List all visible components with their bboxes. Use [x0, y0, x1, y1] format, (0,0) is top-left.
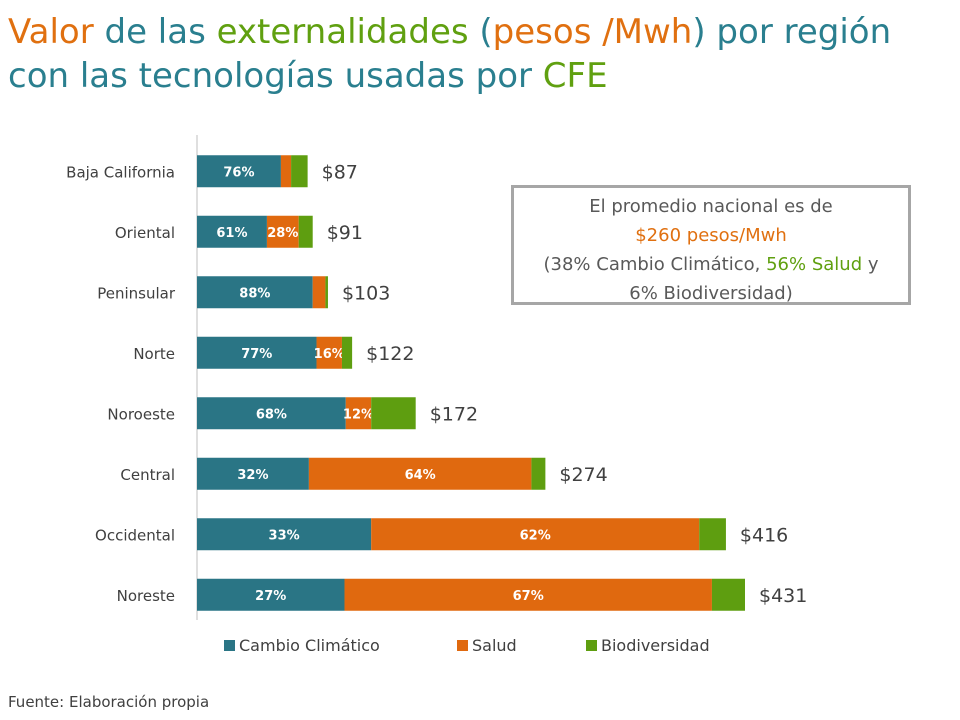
title-part: pesos /Mwh — [492, 12, 693, 52]
bar-total-label: $103 — [342, 282, 390, 304]
legend-item-bio: Biodiversidad — [586, 636, 710, 655]
chart-title: Valor de las externalidades (pesos /Mwh)… — [8, 10, 948, 98]
bar-segment — [298, 215, 313, 248]
title-part: ( — [468, 12, 493, 52]
note-line-3a: (38% Cambio Climático, — [543, 254, 767, 275]
bar-segment — [345, 397, 372, 430]
legend-label-salud: Salud — [472, 636, 517, 655]
bar-data-label: 76% — [223, 165, 254, 180]
category-label: Central — [120, 466, 175, 484]
bar-segment — [197, 336, 317, 369]
bar-segment — [316, 336, 342, 369]
note-line-4: 6% Biodiversidad) — [629, 283, 793, 304]
bar-total-label: $416 — [740, 524, 788, 546]
bar-total-label: $87 — [322, 161, 358, 183]
bar-data-label: 77% — [241, 347, 272, 362]
legend-swatch-salud — [457, 640, 468, 651]
bar-data-label: 27% — [255, 589, 286, 604]
bar-data-label: 28% — [267, 226, 298, 241]
bar-segment — [197, 155, 281, 188]
bar-segment — [197, 518, 372, 551]
bar-segment — [291, 155, 308, 188]
note-line-3c: y — [862, 254, 879, 275]
legend-label-cambio: Cambio Climático — [239, 636, 380, 655]
bar-data-label: 64% — [405, 468, 436, 483]
legend-swatch-cambio — [224, 640, 235, 651]
category-label: Noreste — [117, 587, 175, 605]
bar-segment — [312, 276, 326, 309]
note-line-3b: 56% Salud — [766, 254, 863, 275]
bar-total-label: $274 — [559, 464, 607, 486]
legend-swatch-bio — [586, 640, 597, 651]
bar-total-label: $431 — [759, 585, 807, 607]
bar-total-label: $91 — [327, 222, 363, 244]
title-part: externalidades — [216, 12, 469, 52]
category-label: Occidental — [95, 526, 175, 544]
bar-segment — [266, 215, 299, 248]
bar-segment — [197, 397, 346, 430]
bar-data-label: 16% — [314, 347, 345, 362]
bar-data-label: 88% — [239, 286, 270, 301]
note-line-3: (38% Cambio Climático, 56% Salud y — [514, 250, 908, 279]
bar-total-label: $122 — [366, 343, 414, 365]
national-average-note: El promedio nacional es de $260 pesos/Mw… — [511, 185, 911, 305]
bar-segment — [308, 457, 532, 490]
title-part: de las — [93, 12, 217, 52]
bar-segment — [341, 336, 353, 369]
bar-total-label: $172 — [430, 403, 478, 425]
bar-segment — [344, 578, 712, 611]
bar-segment — [371, 518, 700, 551]
legend-item-cambio: Cambio Climático — [224, 636, 380, 655]
bar-segment — [699, 518, 726, 551]
title-part: Valor — [8, 12, 94, 52]
bar-data-label: 62% — [520, 528, 551, 543]
bar-segment — [197, 215, 267, 248]
note-line-2: $260 pesos/Mwh — [635, 225, 787, 246]
bar-segment — [531, 457, 546, 490]
category-label: Peninsular — [97, 284, 176, 302]
title-part: ) por región con las tecnologías usadas … — [8, 12, 892, 96]
legend-item-salud: Salud — [457, 636, 517, 655]
category-label: Noroeste — [107, 405, 175, 423]
bar-data-label: 68% — [256, 407, 287, 422]
bar-segment — [371, 397, 416, 430]
bar-segment — [197, 276, 313, 309]
bar-data-label: 12% — [343, 407, 374, 422]
bar-segment — [325, 276, 328, 309]
category-label: Oriental — [115, 224, 175, 242]
bar-data-label: 32% — [237, 468, 268, 483]
bar-segment — [280, 155, 292, 188]
bar-data-label: 33% — [269, 528, 300, 543]
bar-segment — [197, 578, 345, 611]
bar-data-label: 67% — [513, 589, 544, 604]
category-label: Norte — [133, 345, 175, 363]
title-part: CFE — [542, 56, 608, 96]
bar-data-label: 61% — [216, 226, 247, 241]
note-line-1: El promedio nacional es de — [589, 196, 833, 217]
source-note: Fuente: Elaboración propia — [8, 693, 210, 711]
bar-segment — [711, 578, 745, 611]
legend-label-bio: Biodiversidad — [601, 636, 710, 655]
category-label: Baja California — [66, 163, 175, 181]
bar-segment — [197, 457, 309, 490]
